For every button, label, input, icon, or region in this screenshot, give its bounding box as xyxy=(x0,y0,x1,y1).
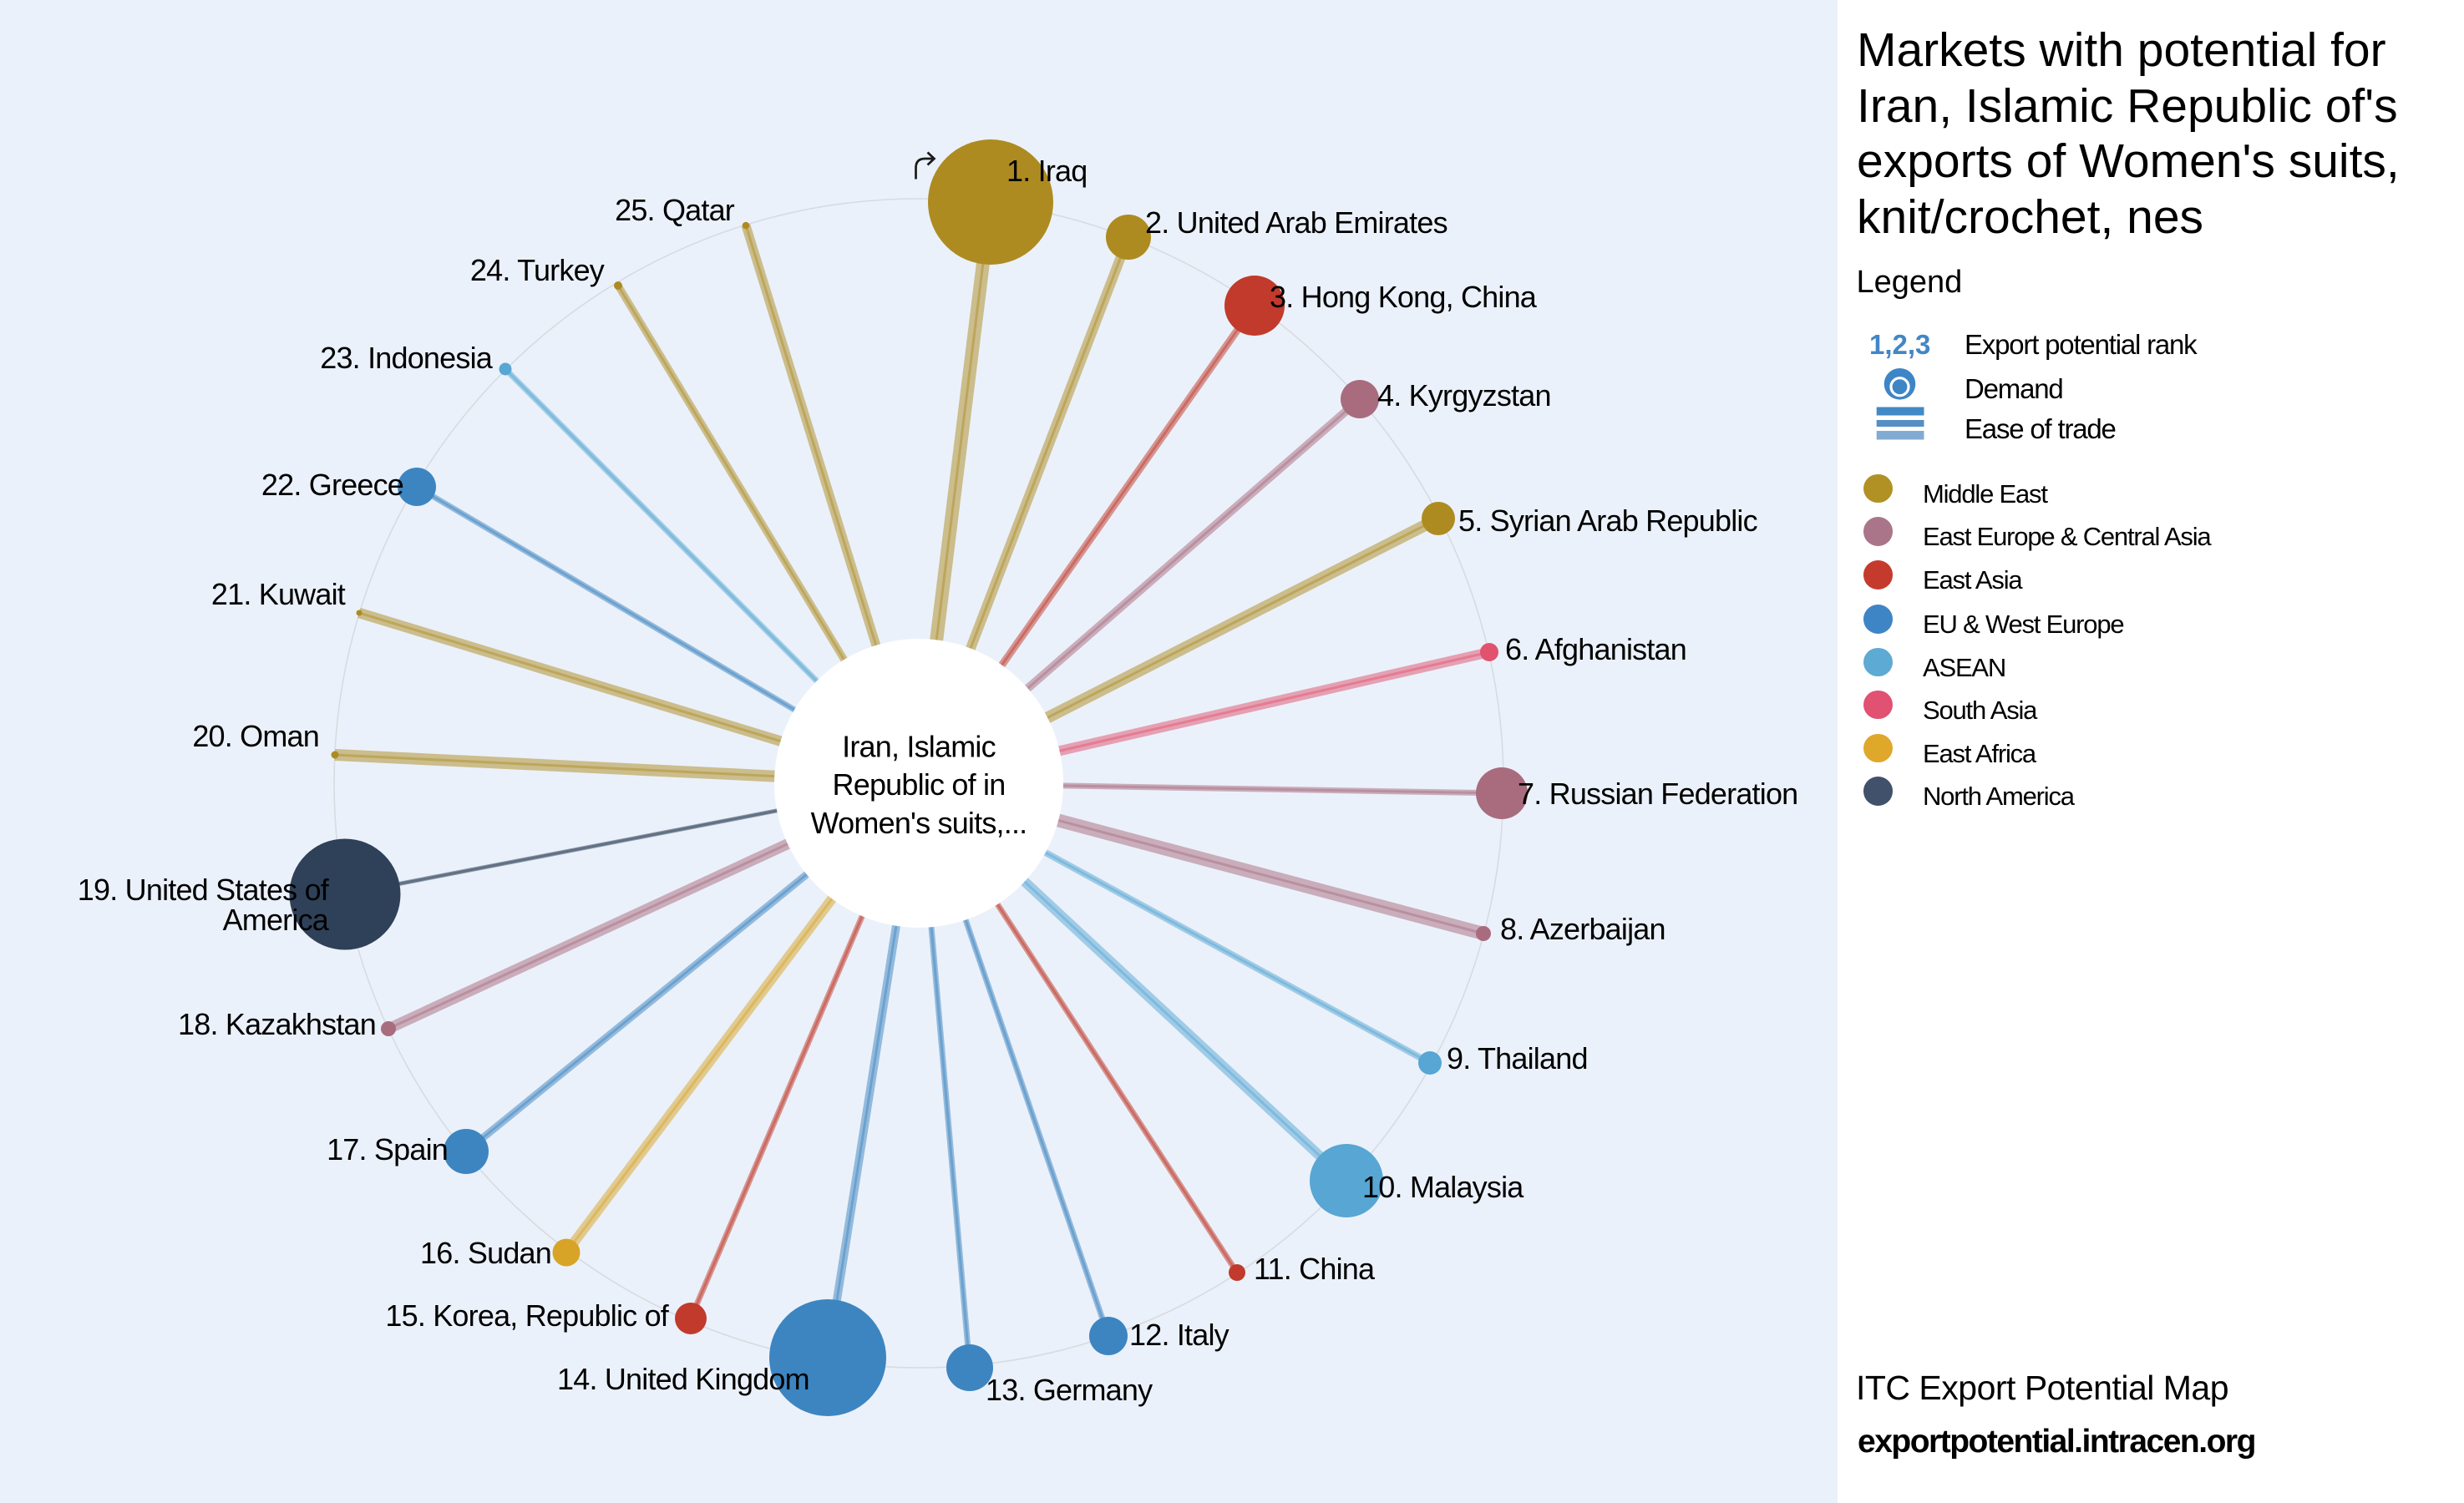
svg-text:24. Turkey: 24. Turkey xyxy=(470,253,605,287)
svg-text:22. Greece: 22. Greece xyxy=(261,468,403,502)
svg-text:7. Russian Federation: 7. Russian Federation xyxy=(1518,777,1797,811)
svg-text:12. Italy: 12. Italy xyxy=(1129,1318,1229,1352)
svg-text:10. Malaysia: 10. Malaysia xyxy=(1362,1170,1524,1204)
svg-text:23. Indonesia: 23. Indonesia xyxy=(320,341,494,375)
svg-text:Women's suits,...: Women's suits,... xyxy=(811,806,1027,840)
svg-text:1. Iraq: 1. Iraq xyxy=(1006,154,1087,188)
svg-text:5. Syrian Arab Republic: 5. Syrian Arab Republic xyxy=(1458,504,1758,538)
svg-text:2. United Arab Emirates: 2. United Arab Emirates xyxy=(1145,205,1447,240)
svg-text:16. Sudan: 16. Sudan xyxy=(420,1236,551,1270)
svg-text:3. Hong Kong, China: 3. Hong Kong, China xyxy=(1270,280,1538,314)
svg-text:Iran, Islamic: Iran, Islamic xyxy=(842,730,996,764)
svg-text:19. United States of: 19. United States of xyxy=(78,873,330,907)
svg-text:15. Korea, Republic of: 15. Korea, Republic of xyxy=(385,1298,669,1333)
svg-text:America: America xyxy=(223,903,330,937)
svg-text:18. Kazakhstan: 18. Kazakhstan xyxy=(178,1007,376,1041)
svg-text:Republic of in: Republic of in xyxy=(833,767,1006,802)
svg-text:8. Azerbaijan: 8. Azerbaijan xyxy=(1500,912,1665,946)
svg-text:13. Germany: 13. Germany xyxy=(986,1373,1153,1407)
svg-text:20. Oman: 20. Oman xyxy=(192,719,319,753)
svg-text:11. China: 11. China xyxy=(1254,1252,1376,1286)
svg-text:9. Thailand: 9. Thailand xyxy=(1447,1041,1588,1075)
svg-text:6. Afghanistan: 6. Afghanistan xyxy=(1505,632,1686,666)
svg-text:21. Kuwait: 21. Kuwait xyxy=(211,577,346,611)
svg-text:4. Kyrgyzstan: 4. Kyrgyzstan xyxy=(1377,378,1551,412)
svg-text:17. Spain: 17. Spain xyxy=(327,1132,448,1166)
svg-text:14. United Kingdom: 14. United Kingdom xyxy=(557,1362,809,1396)
svg-text:25. Qatar: 25. Qatar xyxy=(615,193,735,227)
